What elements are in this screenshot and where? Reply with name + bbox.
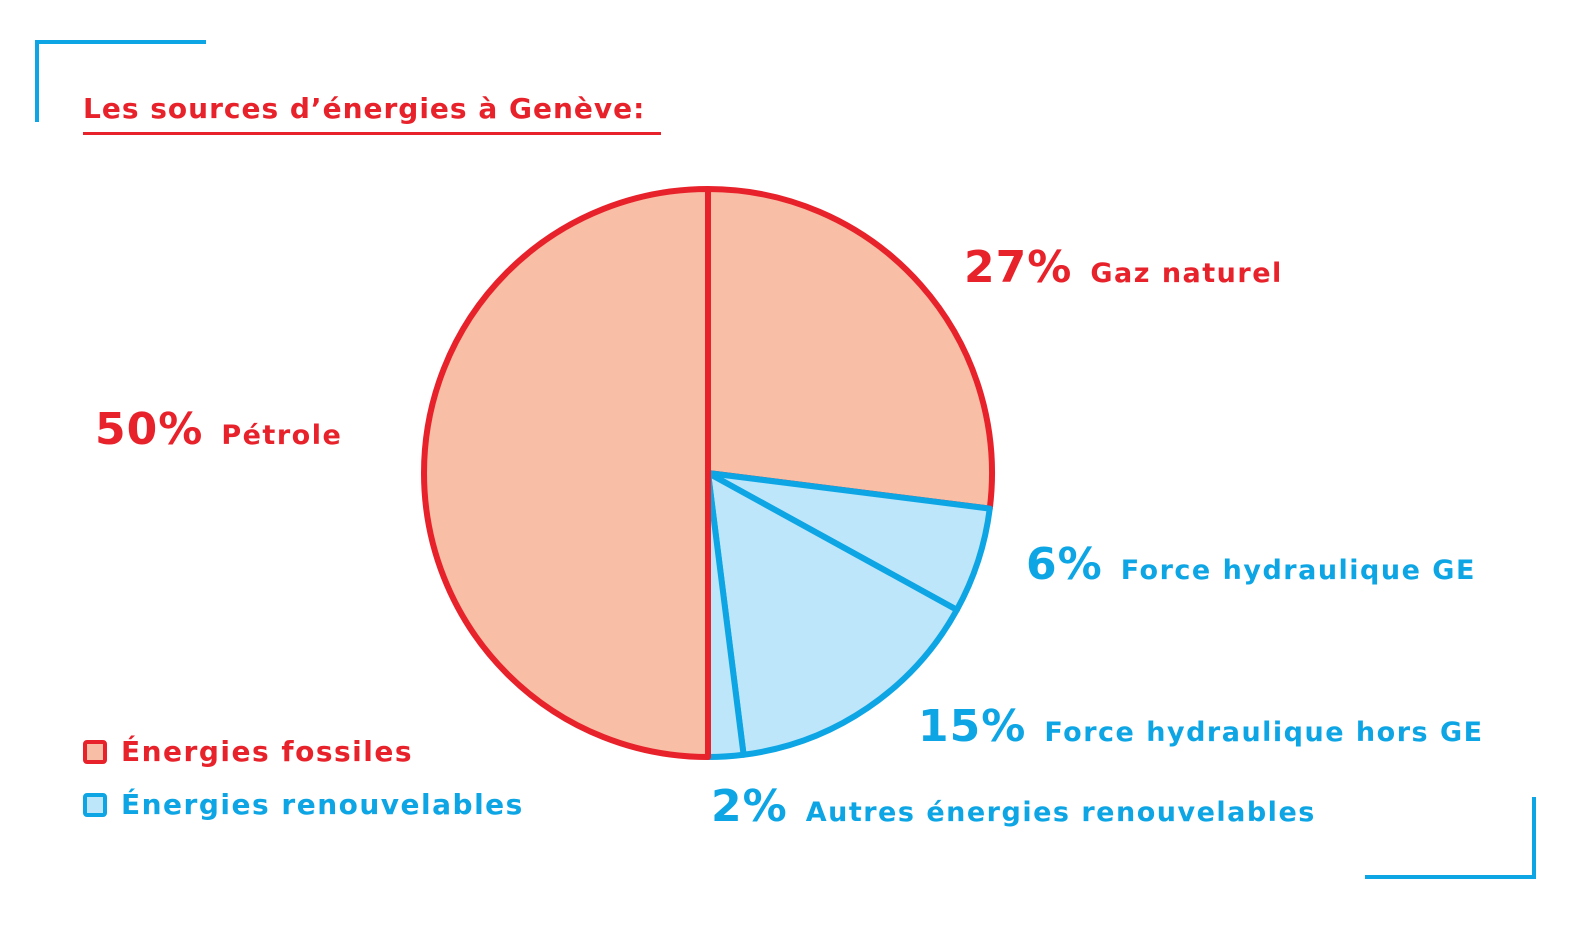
legend-swatch-fossil [83, 739, 107, 764]
slice-value-label: 2% [711, 781, 788, 832]
slice-value-label: 6% [1026, 539, 1103, 590]
slice-name-label: Gaz naturel [1090, 258, 1283, 289]
slice-name-label: Force hydraulique GE [1120, 555, 1476, 586]
slice-label-petrole: 50% Pétrole [95, 404, 342, 455]
slice-value-label: 15% [918, 701, 1027, 752]
title-underline [83, 132, 661, 135]
slice-label-force-hydraulique-ge: 6% Force hydraulique GE [1026, 539, 1476, 590]
frame-corner-bottom-right [1365, 797, 1536, 879]
pie-slice-force-hydraulique-hors-ge [705, 470, 960, 758]
legend-swatch-renewable [83, 792, 107, 817]
slice-name-label: Pétrole [221, 420, 343, 451]
slice-value-label: 27% [964, 242, 1073, 293]
chart-title: Les sources d’énergies à Genève: [83, 92, 646, 125]
slice-label-autres-energies: 2% Autres énergies renouvelables [711, 781, 1316, 832]
pie-slice-p-trole [421, 186, 711, 760]
pie-slice-gaz-naturel [705, 186, 995, 512]
slice-name-label: Force hydraulique hors GE [1044, 717, 1484, 748]
slice-name-label: Autres énergies renouvelables [805, 797, 1316, 828]
frame-corner-top-left [35, 40, 206, 122]
legend-item-fossil: Énergies fossiles [83, 735, 413, 768]
slice-label-gaz-naturel: 27% Gaz naturel [964, 242, 1283, 293]
legend-label-fossil: Énergies fossiles [121, 735, 414, 768]
legend-item-renewable: Énergies renouvelables [83, 788, 524, 821]
slice-value-label: 50% [95, 404, 204, 455]
slice-label-force-hydraulique-hors-ge: 15% Force hydraulique hors GE [918, 701, 1484, 752]
legend-label-renewable: Énergies renouvelables [121, 788, 524, 821]
